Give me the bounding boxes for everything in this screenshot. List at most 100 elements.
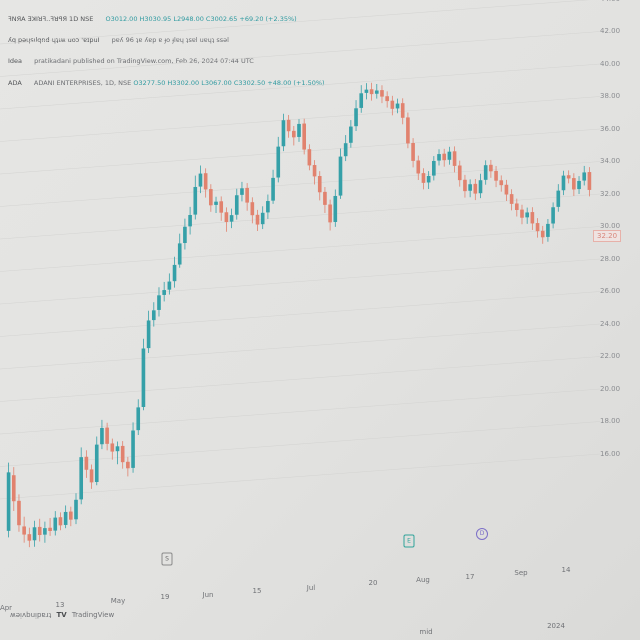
candle-down (245, 187, 249, 203)
grid-line (0, 453, 601, 500)
candle-down (369, 89, 374, 95)
tradingview-logo-icon: TV (56, 611, 67, 619)
candle-up (354, 108, 358, 127)
grid-line (0, 226, 601, 272)
x-tick-label: Jun (202, 590, 214, 599)
y-tick-label: 34.00 (600, 157, 621, 166)
candle-up (483, 165, 488, 180)
candle-down (463, 179, 467, 192)
header-line-3-label: Idea (8, 57, 23, 65)
candle-down (530, 212, 535, 224)
candle-down (105, 427, 109, 444)
grid-line (0, 63, 601, 110)
grid-line (0, 193, 601, 240)
candle-down (385, 96, 389, 102)
candle-down (307, 149, 312, 166)
candle-up (582, 172, 587, 181)
split-marker[interactable]: S (161, 552, 173, 566)
y-tick-label: 18.00 (600, 417, 621, 426)
grid-line (0, 323, 601, 370)
candle-up (146, 320, 151, 349)
grid-line (0, 31, 601, 77)
candle-down (494, 170, 498, 181)
x-tick-label: May (110, 596, 126, 605)
grid-line (0, 356, 601, 402)
candle-down (509, 194, 514, 204)
candle-down (452, 151, 457, 166)
split-marker-symbol: S (165, 555, 169, 563)
candle-down (11, 475, 16, 502)
candle-up (338, 156, 343, 196)
x-tick-label: 13 (55, 600, 65, 609)
candle-down (250, 202, 255, 216)
candle-up (577, 180, 581, 190)
grid-lines (0, 0, 600, 499)
candle-up (115, 446, 120, 452)
candle-down (390, 100, 395, 109)
y-tick-label: 20.00 (600, 384, 621, 393)
grid-line (0, 291, 601, 337)
candle-up (131, 430, 135, 468)
candle-down (286, 119, 291, 132)
candle-up (432, 160, 436, 176)
tradingview-watermark[interactable]: ʍǝᴉʌbuᴉpɐɹʇ TV TradingView (10, 611, 114, 619)
candle-up (276, 146, 281, 178)
earnings-marker[interactable]: E (403, 534, 415, 548)
header-line-1-ohlc: O3012.00 H3030.95 L2948.00 C3002.65 +69.… (105, 15, 297, 23)
grid-line (0, 388, 601, 435)
candle-down (255, 214, 260, 225)
candle-down (400, 103, 405, 118)
header-line-1: ꟻNЯA ƎꓘIꓤꟻ..ꟻꓤꟼЯ 1D NSE O3012.00 H3030.9… (8, 15, 297, 23)
y-tick-label: 22.00 (600, 352, 621, 361)
candle-up (343, 143, 348, 157)
candle-up (188, 214, 192, 227)
candle-up (437, 154, 441, 161)
y-tick-label: 36.00 (600, 124, 621, 133)
candles-layer (6, 82, 592, 548)
candle-up (100, 427, 104, 445)
candle-down (535, 223, 540, 232)
candle-up (266, 201, 270, 213)
candle-up (240, 188, 244, 195)
candle-down (219, 201, 224, 213)
grid-line (0, 96, 601, 142)
candle-down (323, 191, 327, 205)
candle-up (260, 212, 265, 225)
candle-up (395, 103, 400, 109)
candle-up (333, 195, 338, 222)
candle-up (167, 281, 172, 290)
candle-down (22, 526, 26, 535)
candle-down (27, 534, 32, 541)
candle-up (271, 177, 275, 201)
candle-down (224, 212, 229, 223)
x-tick-label: Sep (514, 569, 528, 578)
candle-down (89, 469, 94, 483)
candle-up (426, 175, 431, 183)
candle-down (540, 230, 545, 238)
candle-up (63, 511, 68, 525)
y-tick-label: 26.00 (600, 287, 621, 296)
candle-up (198, 173, 203, 187)
dividend-marker[interactable]: D (476, 528, 488, 540)
y-tick-label: 30.00 (600, 222, 621, 231)
candle-up (6, 472, 11, 531)
candle-down (514, 203, 519, 210)
candle-down (504, 184, 509, 195)
candle-down (416, 160, 421, 174)
header-line-4-label: ADA (8, 79, 22, 87)
candle-down (58, 517, 63, 526)
candle-up (136, 407, 141, 431)
candle-down (48, 527, 52, 531)
header-line-3-text: pratikadani published on TradingView.com… (34, 57, 254, 65)
candle-up (183, 226, 187, 244)
header-line-2-text: pɐʎ 96 ʇɐ ʎɐp ɐ ɟo ɟlɐɥ ʇsɐl uɐɥʇ ssǝl (111, 36, 229, 44)
x-tick-label: Jul (306, 583, 316, 592)
bottom-year-label: 2024 (547, 622, 565, 630)
y-tick-label: 24.00 (600, 319, 621, 328)
watermark-left-text: ʍǝᴉʌbuᴉpɐɹʇ (10, 611, 52, 619)
candle-up (359, 93, 364, 108)
candle-up (297, 123, 301, 137)
grid-line (0, 161, 601, 207)
